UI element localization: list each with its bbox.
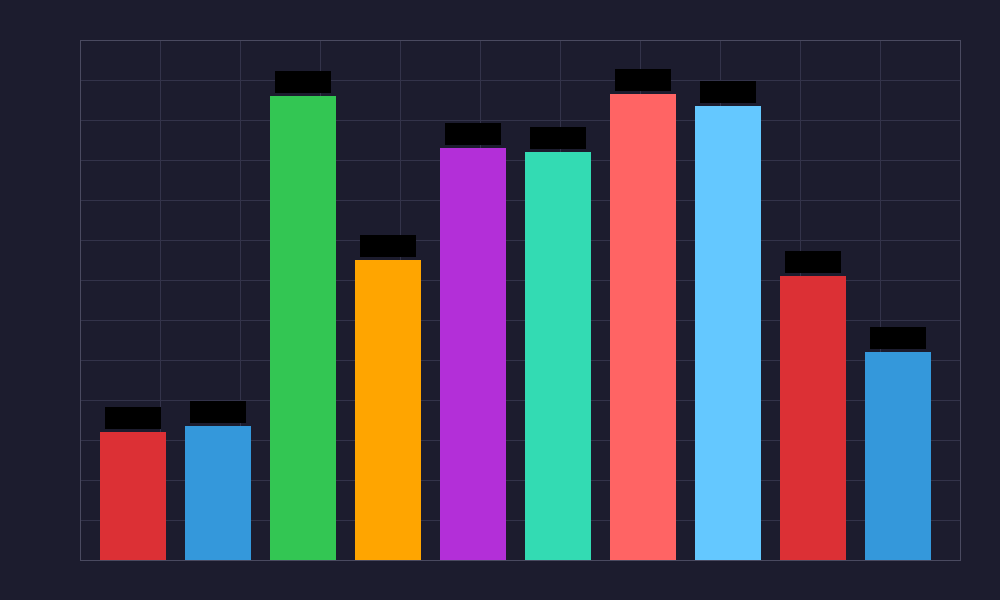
bar (100, 432, 166, 560)
bar (525, 152, 591, 560)
value-label-box (445, 123, 501, 145)
bar (185, 426, 251, 560)
bar (610, 94, 676, 560)
value-label-box (275, 71, 331, 93)
value-label-box (105, 407, 161, 429)
value-label-box (190, 401, 246, 423)
value-label-box (360, 235, 416, 257)
value-label-box (530, 127, 586, 149)
bar (440, 148, 506, 560)
bar (780, 276, 846, 560)
value-label-box (870, 327, 926, 349)
bar (355, 260, 421, 560)
bar (865, 352, 931, 560)
bar (270, 96, 336, 560)
plot-frame (80, 40, 961, 561)
bar (695, 106, 761, 560)
value-label-box (700, 81, 756, 103)
value-label-box (785, 251, 841, 273)
value-label-box (615, 69, 671, 91)
